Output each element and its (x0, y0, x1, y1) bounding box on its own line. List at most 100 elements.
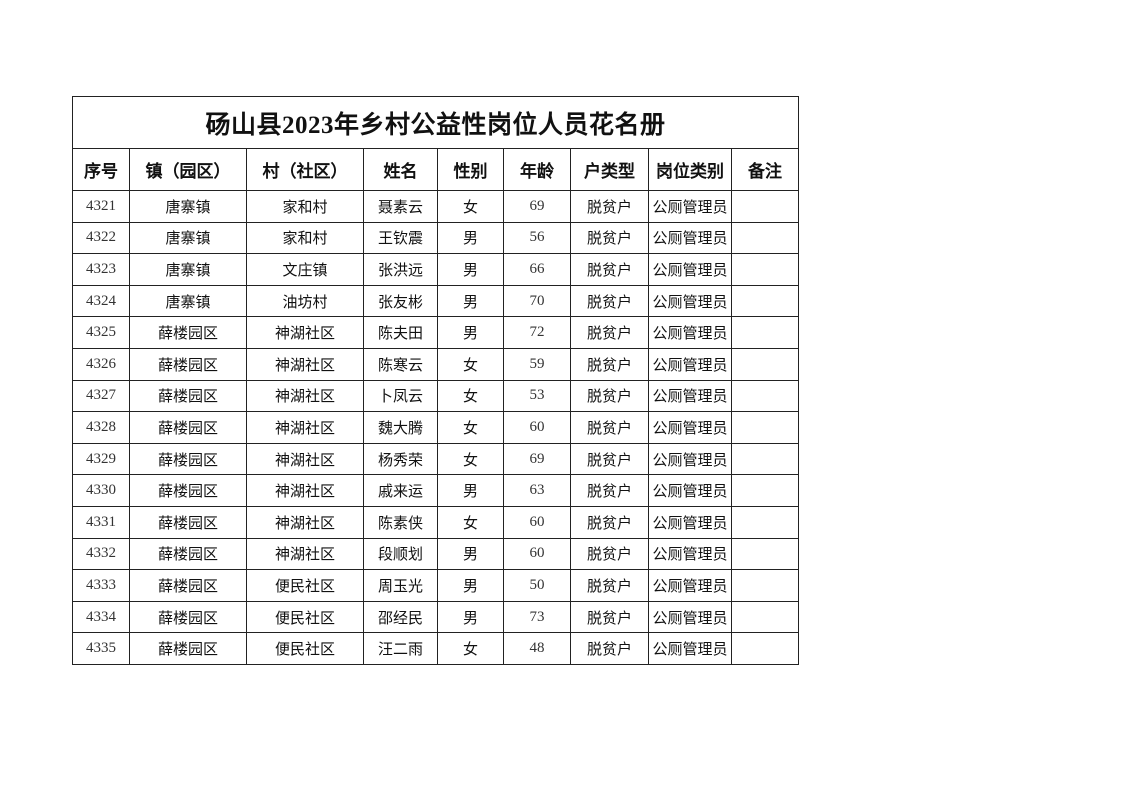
cell-serial: 4333 (72, 569, 130, 602)
cell-age: 59 (503, 347, 571, 381)
cell-serial: 4334 (72, 600, 130, 634)
cell-town: 薛楼园区 (129, 316, 247, 349)
table-row: 4328 薛楼园区 神湖社区 魏大腾女 60 脱贫户 公厕管理员 (72, 411, 800, 444)
cell-gender: 女 (437, 505, 504, 539)
roster-table: 砀山县2023年乡村公益性岗位人员花名册 序号 镇（园区） 村（社区） 姓名 性别 年龄户… (71, 96, 800, 665)
cell-age: 60 (503, 505, 571, 539)
cell-gender: 女 (437, 379, 504, 413)
table-row: 4327 薛楼园区 神湖社区 卜凤云女 53 脱贫户 公厕管理员 (72, 379, 800, 413)
cell-gender: 男 (437, 253, 504, 286)
cell-village: 神湖社区 (246, 347, 364, 381)
document-title: 砀山县2023年乡村公益性岗位人员花名册 (71, 96, 800, 149)
cell-remarks (730, 316, 800, 349)
cell-name: 陈寒云 (363, 347, 438, 381)
cell-remarks (730, 537, 800, 571)
cell-age: 56 (503, 221, 571, 255)
cell-serial: 4332 (72, 537, 130, 571)
header-age: 年龄 (503, 148, 571, 191)
cell-village: 神湖社区 (246, 474, 364, 507)
cell-town: 唐寨镇 (129, 221, 247, 255)
cell-age: 48 (503, 632, 571, 665)
cell-gender: 男 (437, 221, 504, 255)
header-name: 姓名 (363, 148, 438, 191)
cell-age: 72 (503, 316, 571, 349)
cell-household-type: 脱贫户 (570, 284, 649, 318)
cell-serial: 4325 (72, 316, 130, 349)
cell-household-type: 脱贫户 (570, 474, 649, 507)
header-serial: 序号 (72, 148, 130, 191)
cell-serial: 4329 (72, 442, 130, 476)
cell-gender: 女 (437, 347, 504, 381)
cell-age: 60 (503, 411, 571, 444)
cell-name: 戚来运 (363, 474, 438, 507)
cell-town: 薛楼园区 (129, 411, 247, 444)
cell-name: 邵经民 (363, 600, 438, 634)
cell-name: 陈夫田 (363, 316, 438, 349)
cell-serial: 4331 (72, 505, 130, 539)
table-row: 4334 薛楼园区 便民社区 邵经民男 73 脱贫户 公厕管理员 (72, 600, 800, 634)
cell-household-type: 脱贫户 (570, 379, 649, 413)
cell-village: 神湖社区 (246, 379, 364, 413)
header-town: 镇（园区） (129, 148, 247, 191)
cell-remarks (730, 442, 800, 476)
cell-household-type: 脱贫户 (570, 600, 649, 634)
cell-household-type: 脱贫户 (570, 316, 649, 349)
cell-serial: 4321 (72, 190, 130, 223)
header-household-type: 户类型 (570, 148, 649, 191)
cell-name: 杨秀荣 (363, 442, 438, 476)
cell-position: 公厕管理员 (648, 221, 732, 255)
cell-household-type: 脱贫户 (570, 537, 649, 571)
table-row: 4331 薛楼园区 神湖社区 陈素侠女 60 脱贫户 公厕管理员 (72, 505, 800, 539)
header-position: 岗位类别 (648, 148, 732, 191)
cell-remarks (730, 569, 800, 602)
table-row: 4332 薛楼园区 神湖社区 段顺划男 60 脱贫户 公厕管理员 (72, 537, 800, 571)
cell-position: 公厕管理员 (648, 537, 732, 571)
header-gender: 性别 (437, 148, 504, 191)
cell-remarks (730, 221, 800, 255)
cell-age: 66 (503, 253, 571, 286)
table-row: 4330 薛楼园区 神湖社区 戚来运男 63 脱贫户 公厕管理员 (72, 474, 800, 507)
cell-household-type: 脱贫户 (570, 632, 649, 665)
table-row: 4325 薛楼园区 神湖社区 陈夫田男 72 脱贫户 公厕管理员 (72, 316, 800, 349)
cell-town: 薛楼园区 (129, 347, 247, 381)
cell-position: 公厕管理员 (648, 284, 732, 318)
cell-gender: 男 (437, 537, 504, 571)
cell-gender: 女 (437, 632, 504, 665)
cell-village: 神湖社区 (246, 442, 364, 476)
cell-gender: 男 (437, 284, 504, 318)
cell-household-type: 脱贫户 (570, 411, 649, 444)
cell-household-type: 脱贫户 (570, 253, 649, 286)
cell-remarks (730, 632, 800, 665)
cell-position: 公厕管理员 (648, 632, 732, 665)
cell-age: 60 (503, 537, 571, 571)
cell-position: 公厕管理员 (648, 505, 732, 539)
cell-town: 薛楼园区 (129, 632, 247, 665)
cell-town: 薛楼园区 (129, 600, 247, 634)
cell-name: 聂素云 (363, 190, 438, 223)
cell-serial: 4328 (72, 411, 130, 444)
table-row: 4322 唐寨镇 家和村 王钦震男 56 脱贫户 公厕管理员 (72, 221, 800, 255)
cell-village: 家和村 (246, 190, 364, 223)
cell-name: 汪二雨 (363, 632, 438, 665)
cell-town: 薛楼园区 (129, 569, 247, 602)
cell-village: 油坊村 (246, 284, 364, 318)
table-row: 4326 薛楼园区 神湖社区 陈寒云女 59 脱贫户 公厕管理员 (72, 347, 800, 381)
cell-remarks (730, 190, 800, 223)
cell-position: 公厕管理员 (648, 442, 732, 476)
cell-village: 神湖社区 (246, 505, 364, 539)
cell-remarks (730, 474, 800, 507)
cell-remarks (730, 505, 800, 539)
cell-household-type: 脱贫户 (570, 569, 649, 602)
cell-position: 公厕管理员 (648, 253, 732, 286)
cell-name: 魏大腾 (363, 411, 438, 444)
cell-town: 唐寨镇 (129, 253, 247, 286)
cell-gender: 男 (437, 600, 504, 634)
cell-serial: 4324 (72, 284, 130, 318)
cell-name: 陈素侠 (363, 505, 438, 539)
cell-remarks (730, 347, 800, 381)
cell-name: 张友彬 (363, 284, 438, 318)
cell-age: 73 (503, 600, 571, 634)
table-row: 4321 唐寨镇 家和村 聂素云女 69 脱贫户 公厕管理员 (72, 190, 800, 223)
cell-village: 家和村 (246, 221, 364, 255)
cell-serial: 4335 (72, 632, 130, 665)
